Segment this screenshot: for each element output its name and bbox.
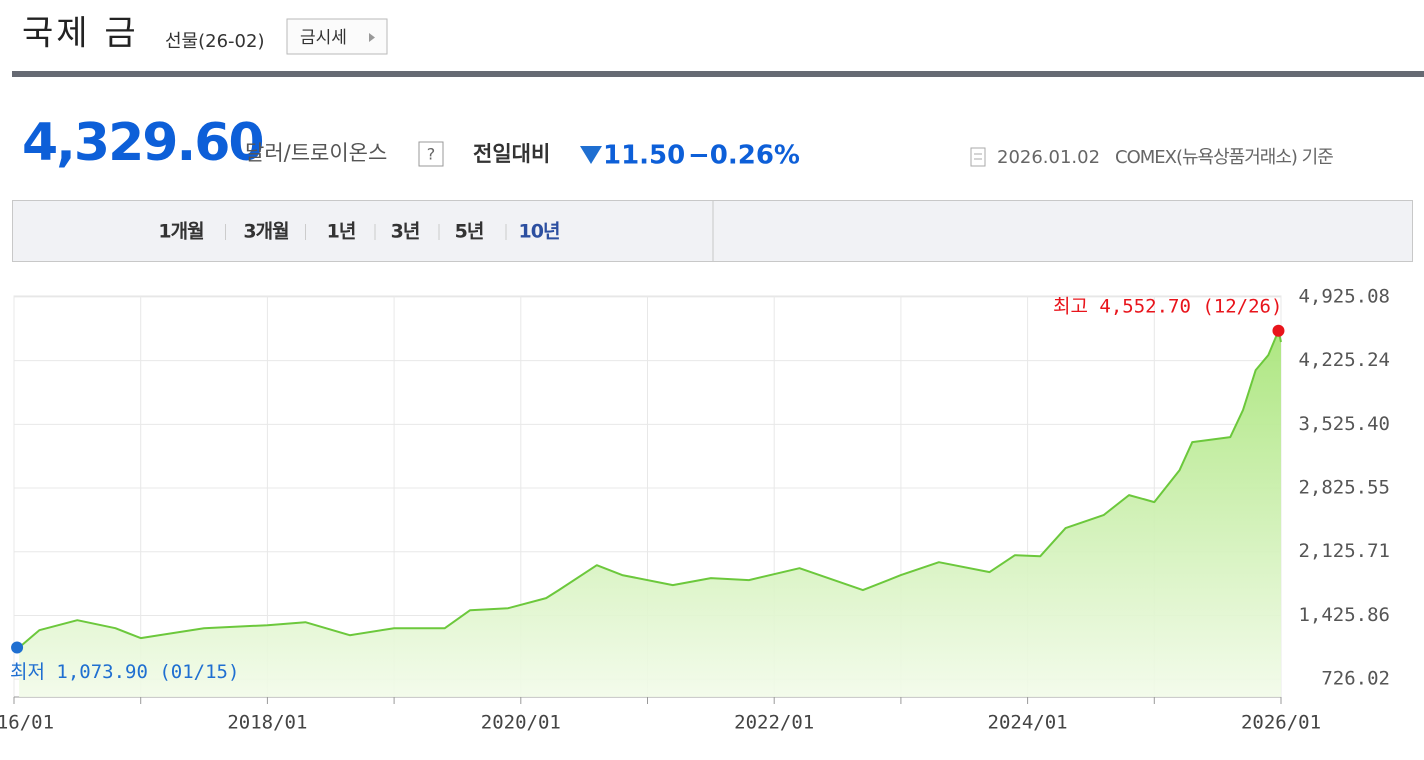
tab[interactable]: 1개월	[158, 221, 204, 243]
tab[interactable]: 1년	[327, 221, 357, 243]
help-box[interactable]	[418, 141, 444, 167]
y-tick-label: 4,925.08	[1298, 285, 1390, 307]
date: 2026.01.02	[997, 147, 1100, 168]
tab[interactable]: 3개월	[243, 221, 289, 243]
x-tick-label: 2020/01	[481, 712, 561, 734]
tabs: 1개월 3개월 1년 3년 5년 10년	[158, 221, 561, 243]
subtitle: 선물(26-02)	[165, 31, 264, 52]
price-area	[19, 330, 1282, 697]
button-label[interactable]: 금시세	[300, 28, 347, 48]
price-button[interactable]: 금시세	[286, 18, 388, 55]
icon-page	[970, 147, 986, 167]
change-percent: −0.26%	[688, 141, 800, 171]
tab[interactable]: 3년	[391, 221, 421, 243]
change-label: 전일대비	[473, 142, 550, 166]
chart: 2016/01 2018/01 2020/01 2022/01 2024/01 2026/…	[0, 285, 1390, 733]
button-arrow	[369, 33, 375, 42]
tab[interactable]: 5년	[455, 221, 485, 243]
low-label: 최저 1,073.90 (01/15)	[10, 661, 239, 683]
header-bar	[12, 71, 1424, 77]
x-tick-label: 2024/01	[988, 712, 1068, 734]
y-tick-label: 4,225.24	[1298, 349, 1390, 371]
price: 4,329.60	[22, 113, 263, 173]
y-tick-label: 3,525.40	[1298, 413, 1390, 435]
title: 국제 금	[22, 14, 139, 54]
down-arrow	[580, 146, 602, 164]
x-tick-label: 2022/01	[734, 712, 814, 734]
unit: 달러/트로이온스	[245, 141, 387, 165]
x-tick-label: 2018/01	[227, 712, 307, 734]
y-tick-label: 2,825.55	[1298, 477, 1390, 499]
high-marker	[1272, 324, 1285, 337]
price-line	[18, 329, 1282, 649]
high-label: 최고 4,552.70 (12/26)	[1053, 295, 1282, 317]
low-marker	[11, 641, 24, 654]
x-tick-label: 2026/01	[1241, 712, 1321, 734]
change: 11.50	[603, 141, 685, 171]
help[interactable]: ?	[418, 141, 444, 167]
y-tick-label: 2,125.71	[1298, 540, 1390, 562]
y-tick-label: 726.02	[1321, 668, 1390, 690]
tab-active[interactable]: 10년	[519, 221, 561, 243]
source: COMEX(뉴욕상품거래소) 기준	[1115, 147, 1333, 168]
y-tick-label: 1,425.86	[1298, 604, 1390, 626]
x-tick-label: 2016/01	[0, 712, 54, 734]
help-mark[interactable]: ?	[427, 145, 436, 164]
date-icon	[970, 147, 986, 167]
